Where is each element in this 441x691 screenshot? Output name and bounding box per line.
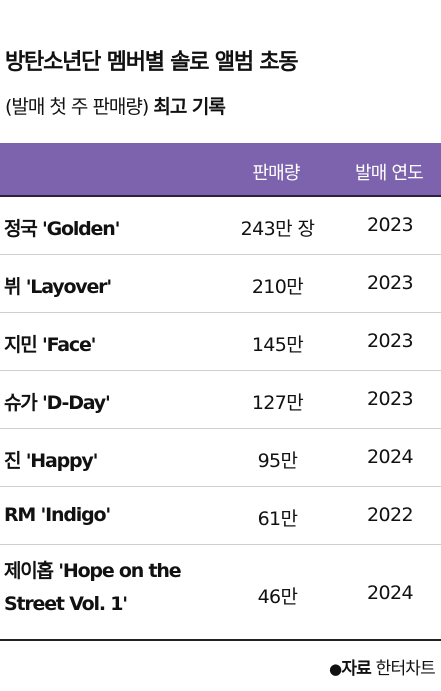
row-album-name: RM 'Indigo' xyxy=(4,504,111,526)
source-value: 한터차트 xyxy=(375,659,436,679)
source-note: ●자료 한터차트 xyxy=(329,654,436,679)
table-row: 제이홉 'Hope on the Street Vol. 1' 46만 2024 xyxy=(0,545,441,641)
row-year: 2023 xyxy=(367,330,414,352)
table-row: 슈가 'D-Day' 127만 2023 xyxy=(0,371,441,429)
row-sales: 127만 xyxy=(251,392,304,414)
row-year: 2023 xyxy=(367,388,414,410)
row-sales: 243만 장 xyxy=(240,218,315,240)
row-album-name: 슈가 'D-Day' xyxy=(4,392,111,414)
table-row: 진 'Happy' 95만 2024 xyxy=(0,429,441,487)
bullet-icon: ● xyxy=(329,660,342,678)
header-sales: 판매량 xyxy=(252,163,300,184)
row-year: 2022 xyxy=(367,504,414,526)
row-album-name: 지민 'Face' xyxy=(4,334,96,356)
row-sales: 210만 xyxy=(251,276,304,298)
row-year: 2023 xyxy=(367,272,414,294)
row-album-name: 뷔 'Layover' xyxy=(4,276,112,298)
table-header: 판매량 발매 연도 xyxy=(0,143,441,197)
table-row: 정국 'Golden' 243만 장 2023 xyxy=(0,197,441,255)
table-row: 지민 'Face' 145만 2023 xyxy=(0,313,441,371)
table-row: 뷔 'Layover' 210만 2023 xyxy=(0,255,441,313)
header-year: 발매 연도 xyxy=(355,163,424,184)
row-year: 2024 xyxy=(367,446,414,468)
subtitle-emphasis: 최고 기록 xyxy=(153,96,226,118)
row-album-name: 진 'Happy' xyxy=(4,450,98,472)
sales-table: 판매량 발매 연도 정국 'Golden' 243만 장 2023 뷔 'Lay… xyxy=(0,143,441,641)
row-album-name: 제이홉 'Hope on the Street Vol. 1' xyxy=(4,560,182,615)
chart-title: 방탄소년단 멤버별 솔로 앨범 초동 xyxy=(5,50,299,75)
table-row: RM 'Indigo' 61만 2022 xyxy=(0,487,441,545)
row-year: 2024 xyxy=(367,582,414,604)
row-sales: 61만 xyxy=(257,508,298,530)
row-sales: 145만 xyxy=(251,334,304,356)
row-sales: 46만 xyxy=(257,586,298,608)
source-label: 자료 xyxy=(341,659,372,679)
chart-subtitle: (발매 첫 주 판매량) 최고 기록 xyxy=(5,92,226,119)
row-sales: 95만 xyxy=(257,450,298,472)
subtitle-condition: (발매 첫 주 판매량) xyxy=(5,96,149,118)
row-album-name: 정국 'Golden' xyxy=(4,218,120,240)
row-year: 2023 xyxy=(367,214,414,236)
